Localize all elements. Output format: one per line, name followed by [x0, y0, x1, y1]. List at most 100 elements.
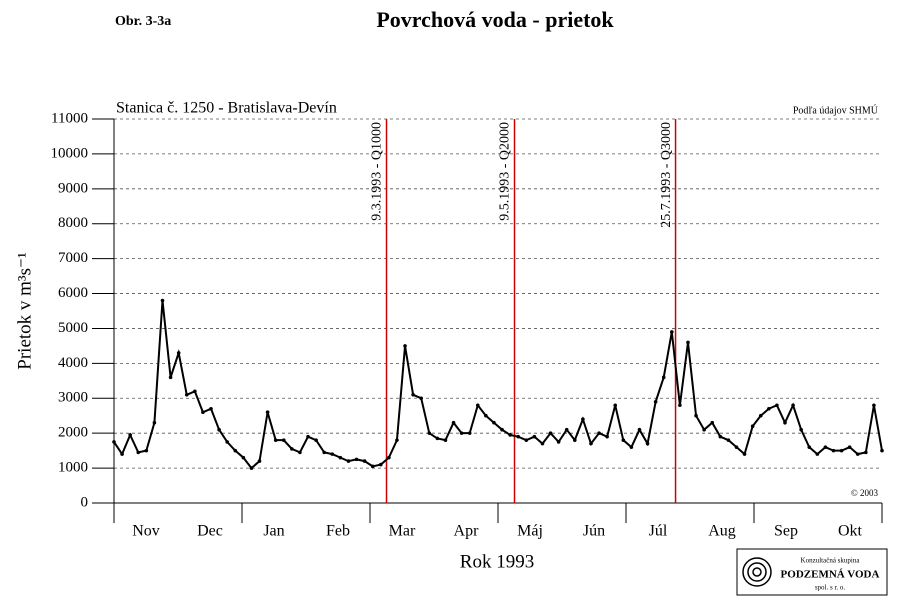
logo-text: spol. s r. o. [815, 584, 846, 592]
series-point [775, 403, 779, 408]
series-point [815, 452, 820, 456]
series-point [346, 459, 351, 463]
series-point [217, 427, 221, 432]
series-point [168, 375, 173, 380]
series-point [629, 445, 634, 449]
y-axis-label: Prietok v m³s⁻¹ [14, 252, 35, 370]
series-point [645, 441, 650, 446]
series-point [532, 434, 537, 439]
series-point [661, 375, 666, 380]
series-point [378, 462, 383, 467]
series-point [128, 433, 132, 437]
x-tick-label: Dec [197, 523, 223, 540]
series-point [864, 450, 868, 455]
y-tick-label: 4000 [58, 355, 88, 371]
annotation-label: 9.5.1993 - Q2000 [498, 122, 513, 221]
x-tick-label: Apr [454, 523, 480, 540]
x-tick-label: Máj [517, 523, 543, 540]
series-point [160, 298, 165, 303]
series-point [710, 420, 715, 425]
series-point [799, 427, 803, 432]
series-point [702, 427, 706, 432]
series-point [225, 440, 229, 444]
series-point [573, 438, 577, 442]
series-point [193, 389, 197, 394]
series-point [314, 438, 318, 442]
series-point [880, 448, 884, 453]
series-point [184, 392, 189, 397]
subtitle: Stanica č. 1250 - Bratislava-Devín [116, 100, 337, 117]
series-point [136, 450, 141, 455]
series-point [556, 440, 561, 444]
series-point [257, 459, 262, 463]
x-tick-label: Jan [263, 523, 284, 540]
x-tick-label: Nov [132, 523, 160, 540]
series-point [581, 417, 585, 422]
y-tick-label: 1000 [58, 460, 88, 476]
series-point [395, 438, 399, 442]
series-point [176, 351, 181, 355]
series-point [678, 403, 682, 408]
logo-icon [742, 557, 772, 587]
series-point [306, 434, 310, 439]
x-tick-label: Okt [838, 523, 863, 540]
figure-label: Obr. 3-3a [115, 14, 171, 29]
series-point [362, 459, 367, 463]
x-axis-label: Rok 1993 [460, 551, 534, 572]
series-point [330, 452, 335, 456]
series-point [564, 427, 569, 432]
x-tick-label: Júl [649, 523, 668, 540]
chart-title: Povrchová voda - prietok [376, 7, 614, 32]
series-point [249, 466, 254, 470]
series-point [589, 441, 593, 446]
x-tick-label: Mar [389, 523, 416, 540]
series-point [524, 438, 529, 442]
series-line [113, 300, 883, 470]
series-point [387, 455, 391, 460]
series-point [847, 445, 852, 449]
series-point [670, 330, 674, 334]
y-tick-label: 9000 [58, 180, 88, 196]
series-point [492, 420, 496, 425]
series-point [241, 455, 246, 460]
series-point [281, 438, 286, 442]
y-tick-label: 0 [81, 494, 89, 510]
series-point [411, 392, 415, 397]
series-point [613, 403, 618, 408]
series-point [435, 436, 440, 441]
series-point [839, 448, 844, 453]
series-point [637, 427, 642, 432]
series-point [516, 434, 521, 439]
series-point [686, 340, 690, 345]
series-point [419, 396, 424, 401]
series-point [605, 434, 609, 439]
series-point [767, 406, 771, 411]
logo-icon [752, 567, 762, 577]
series-point [742, 452, 747, 456]
series-point [872, 403, 876, 408]
logo-icon [747, 562, 767, 582]
y-tick-label: 2000 [58, 425, 88, 441]
series-point [823, 445, 828, 449]
x-tick-label: Jún [583, 523, 605, 540]
series-point [338, 455, 343, 460]
y-tick-label: 11000 [51, 110, 88, 126]
logo-box [736, 548, 888, 596]
series-point [120, 452, 124, 456]
series-point [322, 450, 326, 455]
y-tick-label: 3000 [58, 390, 88, 406]
series-point [290, 447, 294, 451]
series-point [855, 452, 860, 456]
series-point [807, 445, 812, 449]
y-tick-label: 8000 [58, 215, 88, 231]
series-point [726, 438, 731, 442]
series-point [758, 413, 763, 418]
series-point [548, 431, 553, 435]
y-tick-label: 6000 [58, 285, 88, 301]
series-point [734, 445, 739, 449]
y-tick-label: 10000 [51, 145, 89, 161]
series-point [233, 448, 238, 453]
source: Podľa údajov SHMÚ [793, 104, 879, 116]
logo-text: PODZEMNÁ VODA [781, 569, 880, 581]
logo-text: Konzultačná skupina [801, 557, 861, 565]
